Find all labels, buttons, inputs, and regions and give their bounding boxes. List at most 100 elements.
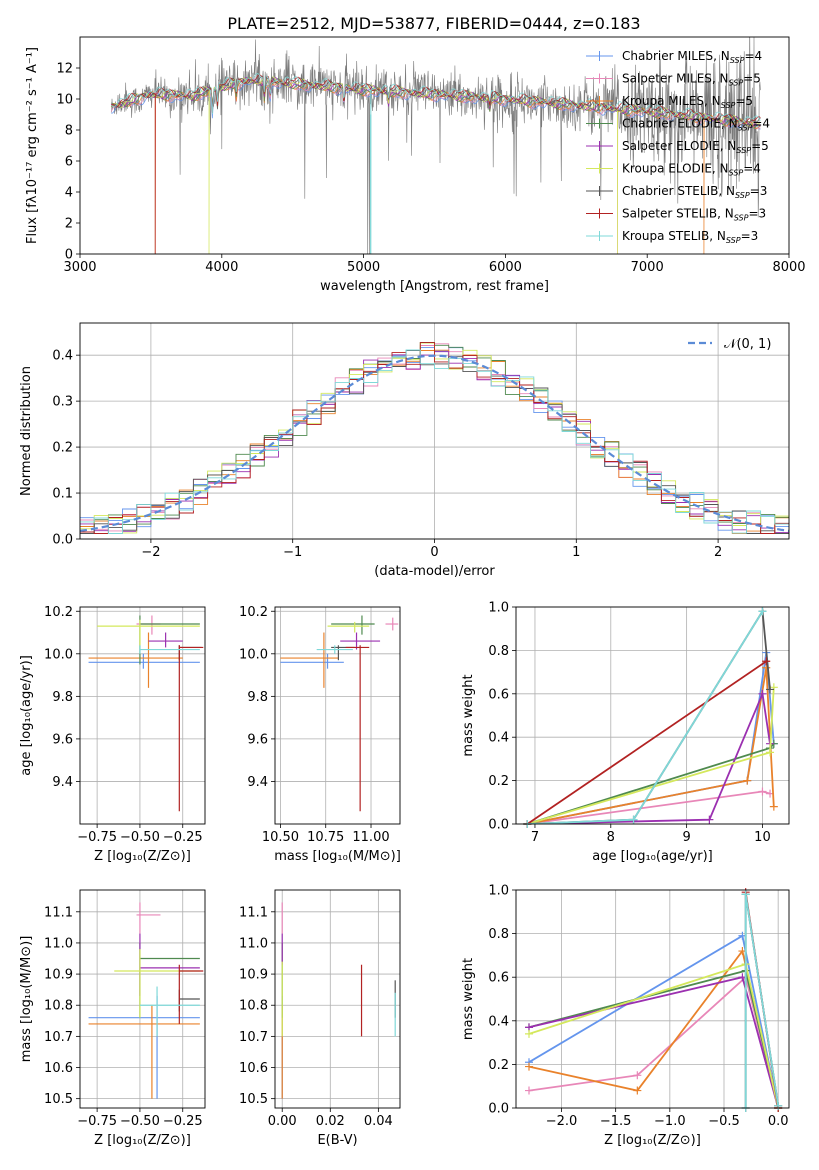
y-tick-label: 0.6 [488, 687, 509, 702]
figure-title: PLATE=2512, MJD=53877, FIBERID=0444, z=0… [227, 14, 640, 33]
legend-label: Kroupa STELIB, NSSP=3 [622, 229, 758, 245]
x-tick-label: −2.0 [546, 1114, 578, 1129]
y-tick-label: 6 [65, 155, 73, 170]
errorbar-point [280, 632, 339, 688]
x-tick-label: 7 [531, 830, 539, 845]
histogram-7 [80, 342, 789, 534]
x-tick-label: 4000 [205, 260, 238, 275]
y-tick-label: 10.7 [239, 1030, 268, 1045]
x-tick-label: −2 [141, 545, 160, 560]
x-axis-label: Z [log₁₀(Z/Z⊙)] [94, 1133, 191, 1148]
y-tick-label: 9.4 [247, 775, 268, 790]
weight-marker [766, 748, 775, 757]
x-tick-label: −1.0 [654, 1114, 686, 1129]
x-tick-label: 0.04 [364, 1114, 393, 1129]
x-tick-label: 3000 [63, 260, 96, 275]
weight-marker [758, 607, 767, 616]
x-axis-label: age [log₁₀(age/yr)] [592, 849, 713, 864]
x-tick-label: 2 [714, 545, 722, 560]
weight-marker [758, 787, 767, 796]
errorbar-point [385, 617, 399, 631]
x-axis-label: mass [log₁₀(M/M⊙)] [274, 849, 401, 864]
axes-frame-mass-vs-ebv [274, 889, 401, 1109]
legend: Chabrier MILES, NSSP=4 Salpeter MILES, NS… [586, 49, 770, 245]
legend-label: Salpeter ELODIE, NSSP=5 [622, 139, 769, 155]
errorbar-point [327, 621, 370, 633]
x-axis-label: Z [log₁₀(Z/Z⊙)] [604, 1133, 701, 1148]
y-tick-label: 10.0 [239, 647, 268, 662]
y-tick-label: 10.6 [239, 1061, 268, 1076]
y-tick-label: 10.8 [239, 999, 268, 1014]
weight-marker [705, 815, 714, 824]
errorbar-point [148, 632, 183, 648]
x-tick-label: −0.50 [120, 830, 160, 845]
y-tick-label: 8 [65, 124, 73, 139]
x-tick-label: −0.5 [708, 1114, 740, 1129]
x-tick-label: 6000 [489, 260, 522, 275]
errorbar-point [340, 632, 381, 650]
x-tick-label: 10 [754, 830, 771, 845]
y-tick-label: 1.0 [488, 884, 509, 899]
y-tick-label: 0.4 [488, 731, 509, 746]
y-axis-label: mass weight [461, 674, 476, 756]
x-tick-label: −0.25 [163, 1114, 203, 1129]
y-axis-label: Normed distribution [19, 366, 34, 496]
x-tick-label: 10.50 [262, 830, 299, 845]
data-spectrum-line [110, 37, 761, 254]
x-tick-label: 0 [430, 545, 438, 560]
weight-marker [525, 1062, 533, 1071]
legend-label: Chabrier ELODIE, NSSP=4 [622, 117, 770, 133]
errorbar-point [316, 645, 353, 654]
y-tick-label: 10.2 [239, 605, 268, 620]
y-tick-label: 0.2 [488, 774, 509, 789]
x-tick-label: 0.0 [768, 1114, 789, 1129]
x-axis-label: wavelength [Angstrom, rest frame] [320, 279, 549, 294]
legend-label: Salpeter STELIB, NSSP=3 [622, 207, 766, 223]
weight-line-4 [527, 690, 771, 824]
x-axis-label: Z [log₁₀(Z/Z⊙)] [94, 849, 191, 864]
y-tick-label: 10.0 [44, 647, 73, 662]
weight-marker [629, 815, 638, 824]
errorbar-point [178, 645, 204, 812]
y-tick-label: 0.0 [488, 818, 509, 833]
x-tick-label: 11.00 [352, 830, 389, 845]
axes-frame-mass-vs-Z [79, 889, 206, 1109]
y-tick-label: 11.0 [239, 936, 268, 951]
x-tick-label: −0.50 [120, 1114, 160, 1129]
y-tick-label: 0.4 [488, 1014, 509, 1029]
y-tick-label: 0.3 [52, 395, 73, 410]
y-tick-label: 0.1 [52, 487, 73, 502]
errorbar-point [97, 619, 200, 648]
x-tick-label: 0.02 [316, 1114, 345, 1129]
y-tick-label: 0.8 [488, 644, 509, 659]
x-tick-label: 0.00 [268, 1114, 297, 1129]
y-axis-label: age [log₁₀(age/yr)] [19, 655, 34, 776]
y-axis-label: mass weight [461, 958, 476, 1040]
y-tick-label: 9.8 [52, 690, 73, 705]
y-tick-label: 0.2 [488, 1058, 509, 1073]
weight-marker [525, 1086, 533, 1095]
axes-frame-spectrum [79, 36, 790, 255]
y-tick-label: 12 [56, 62, 73, 77]
y-tick-label: 0 [65, 248, 73, 263]
weight-marker [769, 802, 778, 811]
y-tick-label: 9.6 [247, 732, 268, 747]
y-axis-label: mass [log₁₀(M/M⊙)] [19, 936, 34, 1063]
y-tick-label: 11.0 [44, 936, 73, 951]
y-tick-label: 10.2 [44, 605, 73, 620]
y-tick-label: 10.7 [44, 1030, 73, 1045]
axes-age-vs-mass: 10.50 10.75 11.00 9.4 9.6 9.8 10.0 10.2 [239, 605, 400, 845]
y-tick-label: 2 [65, 217, 73, 232]
x-tick-label: −1.5 [600, 1114, 632, 1129]
y-tick-label: 10.9 [239, 968, 268, 983]
x-tick-label: 8 [607, 830, 615, 845]
y-tick-label: 10.6 [44, 1061, 73, 1076]
weight-marker [741, 890, 750, 899]
errorbar-point [178, 964, 204, 1024]
weight-line-7 [526, 660, 767, 824]
errorbar-point [345, 645, 370, 812]
axes-frame-age-vs-mass [274, 606, 401, 825]
legend-label: Kroupa ELODIE, NSSP=4 [622, 162, 761, 178]
x-tick-label: 1 [572, 545, 580, 560]
